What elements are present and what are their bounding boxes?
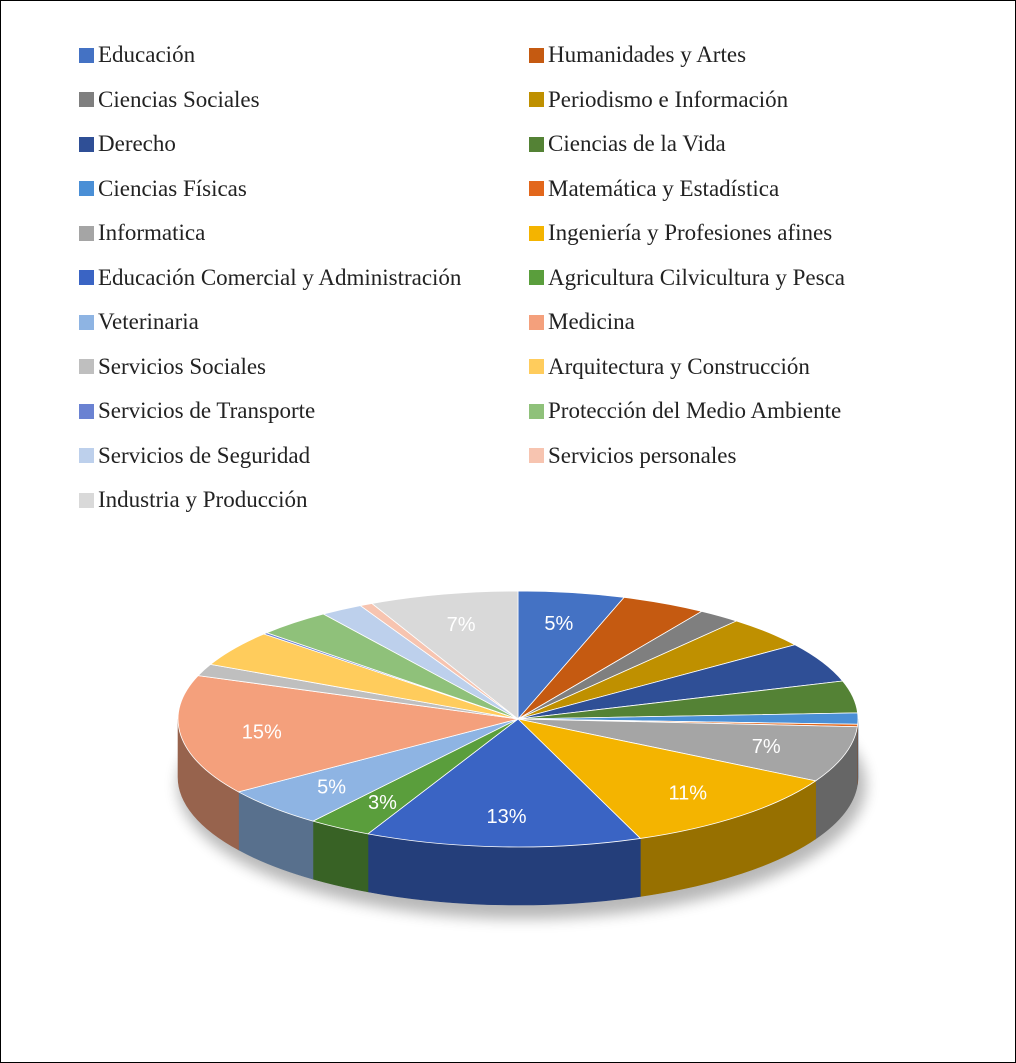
legend-swatch [529, 403, 544, 419]
legend-swatch [79, 92, 94, 108]
data-label-industria-y-produccion: 7% [447, 614, 476, 636]
legend-item-derecho: Derecho [79, 122, 529, 167]
legend-swatch [79, 359, 94, 375]
legend-item-educacion-comercial-y-administracion: Educación Comercial y Administración [79, 256, 529, 301]
legend-item-educacion: Educación [79, 33, 529, 78]
legend-swatch [529, 448, 544, 464]
data-label-veterinaria: 5% [317, 776, 346, 798]
legend-swatch [79, 47, 94, 63]
legend-swatch [529, 47, 544, 63]
pie-sides [177, 718, 859, 906]
slice-ingenieria-y-profesiones-afines [517, 718, 817, 839]
legend-item-medicina: Medicina [529, 300, 939, 345]
slice-educacion-comercial-y-administracion [367, 718, 641, 848]
legend-swatch [79, 181, 94, 197]
legend-item-arquitectura-y-construccion: Arquitectura y Construcción [529, 345, 939, 390]
legend-label: Servicios de Seguridad [98, 442, 311, 468]
legend-item-servicios-sociales: Servicios Sociales [79, 345, 529, 390]
legend-item-ciencias-sociales: Ciencias Sociales [79, 78, 529, 123]
legend-swatch [529, 314, 544, 330]
data-label-medicina: 15% [242, 722, 282, 744]
pie-top [177, 590, 859, 848]
legend-swatch [79, 492, 94, 508]
legend-label: Servicios personales [548, 442, 737, 468]
legend-label: Protección del Medio Ambiente [548, 398, 842, 424]
legend-item-informatica: Informatica [79, 211, 529, 256]
legend-swatch [79, 225, 94, 241]
legend-item-servicios-de-seguridad: Servicios de Seguridad [79, 434, 529, 479]
legend-swatch [529, 92, 544, 108]
legend-label: Servicios Sociales [98, 353, 266, 379]
legend-label: Derecho [98, 131, 176, 157]
legend-label: Educación Comercial y Administración [98, 264, 462, 290]
legend-swatch [529, 270, 544, 286]
legend-swatch [79, 448, 94, 464]
legend-label: Ciencias Sociales [98, 86, 260, 112]
data-label-ingenieria-y-profesiones-afines: 11% [669, 782, 708, 804]
legend-label: Informatica [98, 220, 206, 246]
legend-item-periodismo-e-informacion: Periodismo e Información [529, 78, 939, 123]
legend-item-ciencias-fisicas: Ciencias Físicas [79, 167, 529, 212]
legend-item-agricultura-cilvicultura-y-pesca: Agricultura Cilvicultura y Pesca [529, 256, 939, 301]
legend-item-servicios-personales: Servicios personales [529, 434, 939, 479]
data-labels: 5% 7% 11% 13% 3% 5% 15% 7% [242, 613, 781, 828]
data-label-educacion: 5% [544, 613, 573, 635]
legend-label: Arquitectura y Construcción [548, 353, 810, 379]
legend-item-ciencias-de-la-vida: Ciencias de la Vida [529, 122, 939, 167]
legend-item-humanidades-y-artes: Humanidades y Artes [529, 33, 939, 78]
legend-label: Ciencias Físicas [98, 175, 247, 201]
legend-item-matematica-y-estadistica: Matemática y Estadística [529, 167, 939, 212]
legend-item-ingenieria-y-profesiones-afines: Ingeniería y Profesiones afines [529, 211, 939, 256]
legend-swatch [79, 270, 94, 286]
legend-label: Humanidades y Artes [548, 42, 747, 68]
legend-label: Matemática y Estadística [548, 175, 780, 201]
legend-label: Servicios de Transporte [98, 398, 316, 424]
slice-medicina [177, 675, 519, 793]
legend-swatch [529, 181, 544, 197]
data-label-informatica: 7% [752, 736, 781, 758]
legend-swatch [529, 359, 544, 375]
data-label-agricultura-cilvicultura-y-pesca: 3% [368, 792, 397, 814]
legend-label: Ingeniería y Profesiones afines [548, 220, 833, 246]
legend-label: Medicina [548, 309, 635, 335]
legend-swatch [79, 136, 94, 152]
legend-label: Ciencias de la Vida [548, 131, 726, 157]
slice-industria-y-produccion [371, 590, 519, 720]
legend-swatch [79, 403, 94, 419]
legend-swatch [79, 314, 94, 330]
legend-label: Educación [98, 42, 196, 68]
legend-item-servicios-de-transporte: Servicios de Transporte [79, 389, 529, 434]
legend-label: Periodismo e Información [548, 86, 789, 112]
slice-informatica [517, 718, 858, 782]
legend-item-proteccion-del-medio-ambiente: Protección del Medio Ambiente [529, 389, 939, 434]
legend-label: Veterinaria [98, 309, 199, 335]
legend-item-industria-y-produccion: Industria y Producción [79, 478, 529, 523]
legend-swatch [529, 225, 544, 241]
legend: Educación Humanidades y Artes Ciencias Soc… [79, 33, 939, 523]
legend-swatch [529, 136, 544, 152]
legend-label: Agricultura Cilvicultura y Pesca [548, 264, 846, 290]
data-label-educacion-comercial-y-administracion: 13% [487, 806, 527, 828]
legend-label: Industria y Producción [98, 487, 308, 513]
legend-item-veterinaria: Veterinaria [79, 300, 529, 345]
